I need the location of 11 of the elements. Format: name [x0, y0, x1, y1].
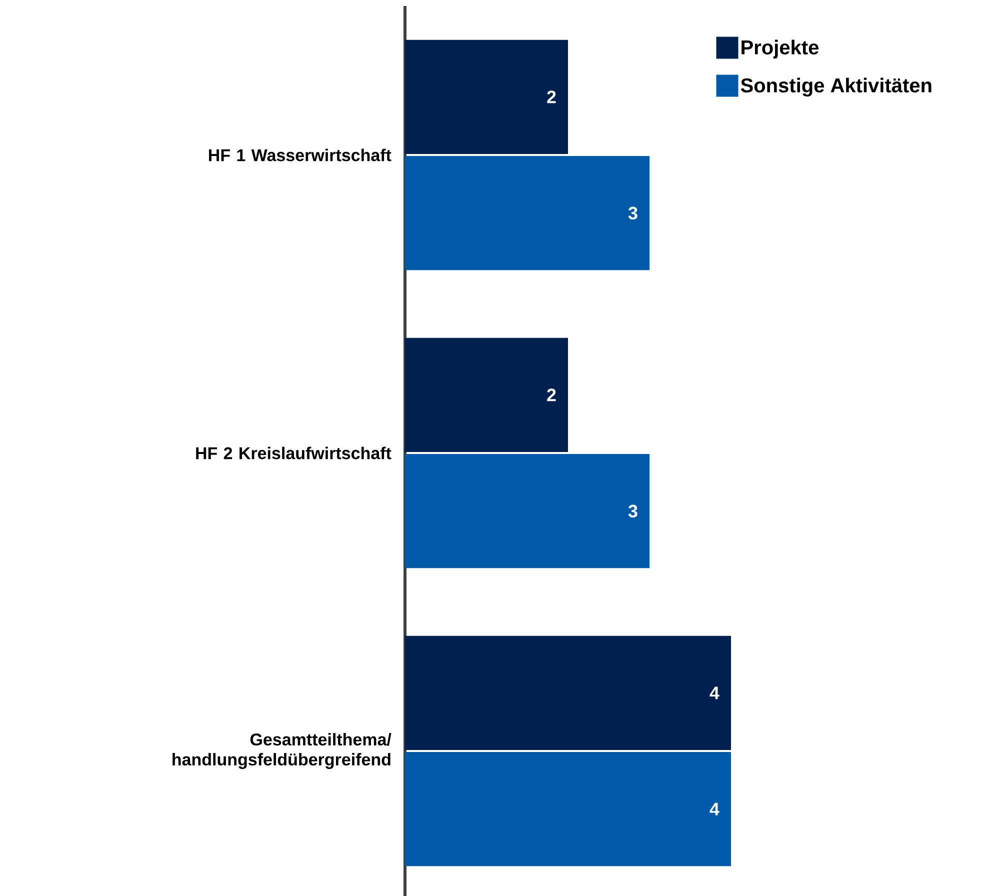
y-tick-label: HF 1 Wasserwirtschaft	[209, 148, 392, 162]
y-tick-label: Gesamtteilthema/ handlungsfeldübergreifend	[172, 733, 392, 769]
data-label: 4	[710, 802, 720, 816]
data-label: 2	[547, 90, 556, 104]
data-label: 3	[628, 504, 638, 518]
legend-label: Projekte	[742, 40, 819, 58]
data-label: 2	[547, 388, 556, 402]
legend-label: Sonstige Aktivitäten	[740, 78, 932, 97]
data-label: 3	[628, 206, 638, 220]
y-tick-label: HF 2 Kreislaufwirtschaft	[196, 446, 392, 460]
data-label: 4	[710, 686, 720, 700]
